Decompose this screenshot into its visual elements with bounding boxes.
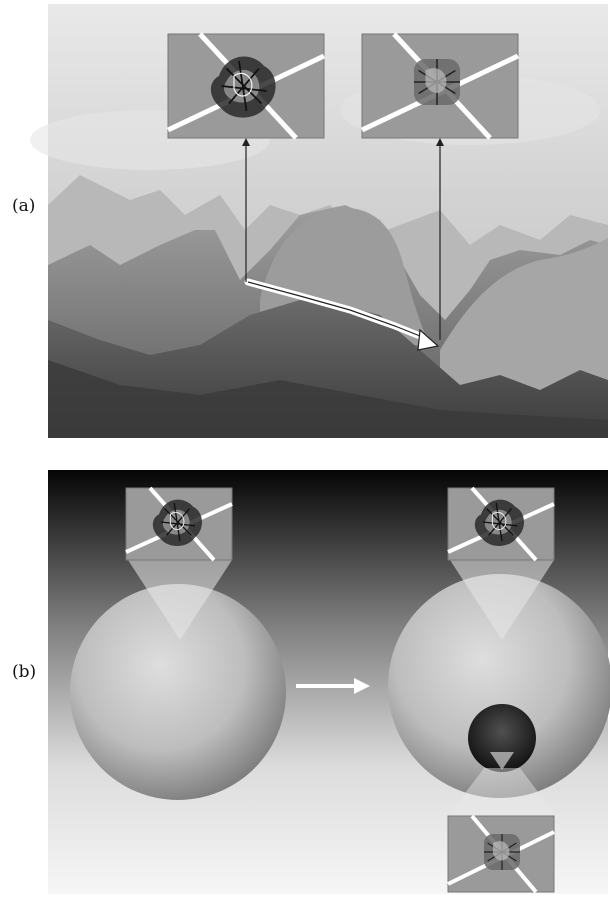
- core-notch: [490, 752, 514, 770]
- inset-right-top-protein: [447, 486, 555, 562]
- inset-unfolded-protein: [166, 32, 326, 140]
- arrowhead: [242, 138, 250, 146]
- inset-right-bottom-protein: [447, 814, 555, 894]
- light-cone-right: [450, 560, 554, 640]
- panel-label-a: (a): [12, 196, 36, 216]
- panel-b-chaperone-spheres: [48, 470, 610, 894]
- transition-arrow-icon: [417, 328, 440, 351]
- panel-label-b: (b): [12, 662, 37, 682]
- panel-a-energy-landscape: [30, 4, 608, 438]
- folded-protein-icon: [414, 59, 460, 105]
- inset-folded-protein: [360, 32, 520, 140]
- sphere-right: [388, 574, 610, 798]
- arrowhead: [436, 138, 444, 146]
- light-cone-left: [128, 560, 232, 640]
- dark-core: [468, 704, 536, 772]
- folded-protein-icon: [483, 833, 521, 871]
- sphere-left: [70, 584, 286, 800]
- foreground-shadow: [48, 360, 608, 438]
- inset-left-protein: [125, 486, 233, 562]
- transition-arrow-icon: [354, 678, 370, 694]
- light-cone-bottom: [448, 768, 556, 816]
